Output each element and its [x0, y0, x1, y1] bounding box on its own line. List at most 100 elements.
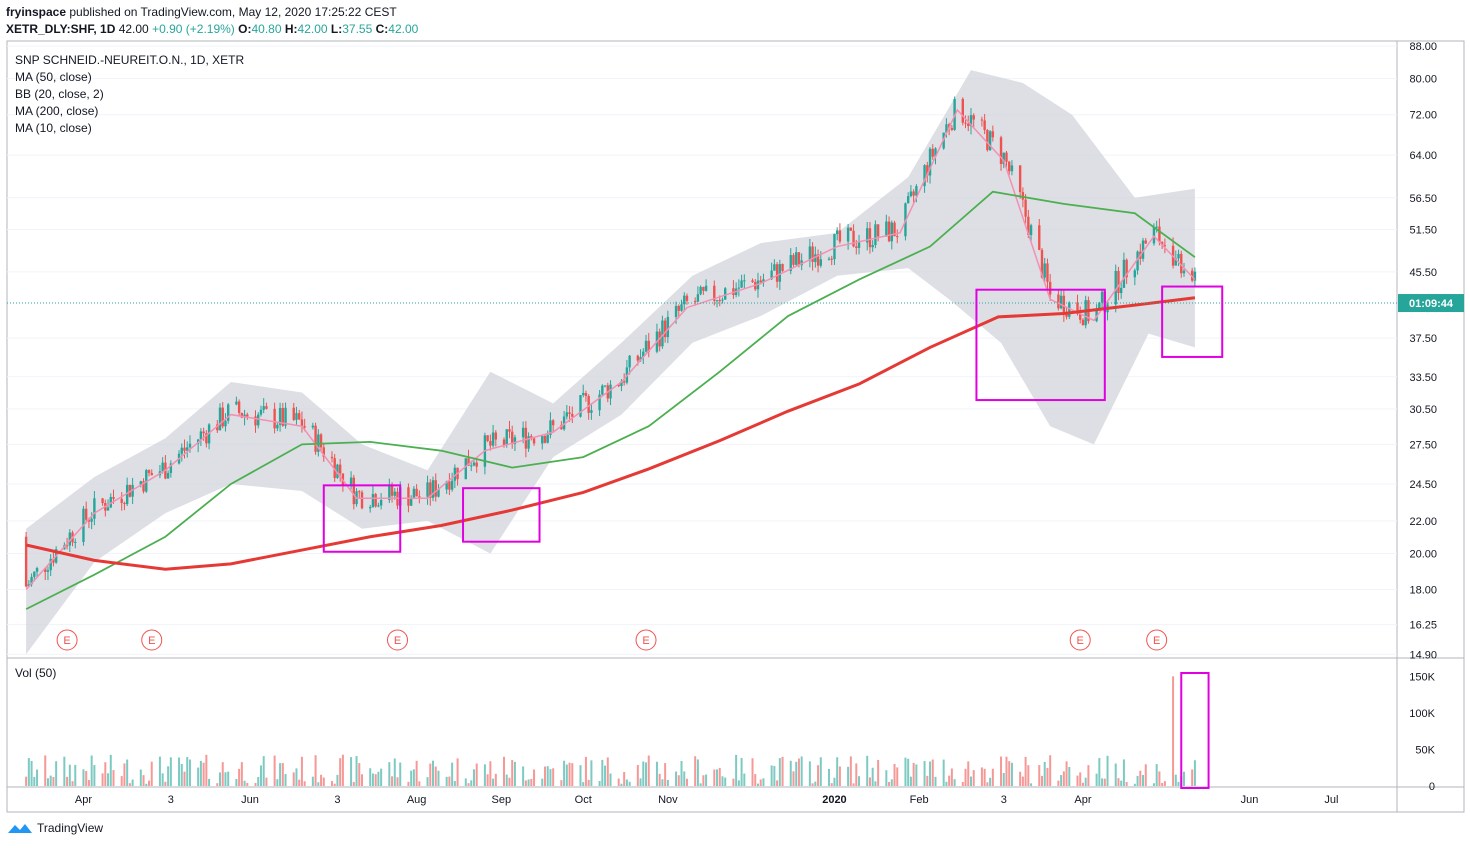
candle-body [986, 130, 989, 151]
candle [1018, 165, 1022, 199]
volume-bar [483, 764, 486, 786]
candle-body [418, 496, 421, 498]
candle [964, 115, 967, 129]
volume-bar [732, 778, 735, 786]
candle [628, 355, 631, 375]
volume-bar [912, 762, 915, 786]
candle [166, 470, 170, 479]
price-tick-label: 37.50 [1409, 333, 1437, 345]
volume-bar [923, 761, 926, 786]
volume-bar [208, 778, 211, 786]
candle [874, 220, 877, 249]
candle [1081, 318, 1085, 326]
time-tick-label: 3 [168, 794, 174, 806]
legend-symbol-title[interactable]: SNP SCHNEID.-NEUREIT.O.N., 1D, XETR [15, 53, 245, 67]
candle-body [642, 351, 645, 358]
candle [532, 436, 536, 446]
candle-body [524, 427, 528, 449]
candle [257, 412, 260, 429]
candle-body [180, 447, 183, 454]
candle [1038, 219, 1041, 251]
candle-body [341, 473, 345, 485]
earnings-circle [1069, 629, 1091, 651]
candle-body [775, 264, 779, 282]
candle [808, 238, 812, 268]
candle-body [928, 148, 932, 176]
volume-legend[interactable]: Vol (50) [15, 666, 57, 680]
volume-bar [508, 777, 511, 786]
candle [647, 332, 650, 358]
candle-body [30, 576, 33, 585]
candle [795, 247, 798, 267]
candle-body [571, 413, 574, 417]
volume-bar [505, 774, 508, 786]
volume-bar [339, 758, 342, 786]
candle [530, 433, 533, 441]
earnings-circle [1146, 629, 1168, 651]
candle [969, 108, 973, 135]
candle-body [1040, 249, 1044, 278]
volume-bar [90, 755, 93, 786]
volume-bar [778, 758, 781, 786]
volume-bar [150, 761, 153, 786]
time-tick-label: 3 [1001, 794, 1007, 806]
candle [527, 432, 530, 452]
candle-body [429, 482, 432, 498]
legend-ma10[interactable]: MA (10, close) [15, 121, 92, 135]
candle-body [639, 357, 642, 361]
candle-body [833, 234, 836, 260]
candle [429, 479, 432, 506]
legend-bb[interactable]: BB (20, close, 2) [15, 87, 104, 101]
candle-body [683, 295, 686, 305]
candle [1133, 268, 1137, 286]
volume-bar [833, 777, 836, 786]
tradingview-footer[interactable]: TradingView [7, 821, 103, 835]
volume-bar [186, 757, 189, 786]
legend-ma50[interactable]: MA (50, close) [15, 70, 92, 84]
volume-bar [888, 781, 891, 786]
volume-bar [705, 774, 708, 786]
volume-bar [1152, 783, 1155, 786]
volume-bar [341, 754, 344, 786]
candle-body [511, 431, 514, 444]
candle [145, 468, 148, 493]
candle-body [617, 384, 620, 387]
candle-body [1119, 287, 1123, 294]
volume-bar [456, 758, 459, 786]
candle-body [893, 222, 896, 237]
candle-body [980, 119, 984, 121]
legend-ma200[interactable]: MA (200, close) [15, 104, 99, 118]
volume-bar [183, 771, 186, 786]
candle [762, 273, 765, 287]
candle-body [412, 488, 416, 498]
candle [603, 385, 607, 388]
candle [1068, 301, 1071, 320]
price-tick-label: 51.50 [1409, 225, 1437, 237]
candle-body [961, 98, 964, 123]
candle [546, 430, 549, 444]
volume-bar [661, 779, 664, 786]
publisher-name[interactable]: fryinspace [6, 5, 67, 19]
volume-bar [893, 763, 896, 786]
candle [846, 223, 850, 250]
volume-bar [511, 759, 514, 786]
candle-body [508, 429, 511, 432]
volume-bar [374, 774, 377, 786]
candle [926, 161, 929, 183]
candle-body [150, 472, 153, 476]
candle-body [257, 414, 260, 426]
candle [1141, 237, 1145, 262]
volume-bar [314, 755, 317, 786]
earnings-label: E [63, 635, 70, 647]
earnings-marker: E [635, 629, 657, 651]
volume-bar [1027, 765, 1030, 786]
candle-body [139, 481, 143, 485]
volume-bar [953, 779, 956, 786]
publish-info: published on TradingView.com, May 12, 20… [69, 5, 397, 19]
candle-body [644, 340, 648, 352]
volume-bar [1122, 759, 1125, 786]
volume-bar [964, 768, 967, 786]
volume-bar [819, 757, 822, 786]
candle [1119, 281, 1123, 299]
